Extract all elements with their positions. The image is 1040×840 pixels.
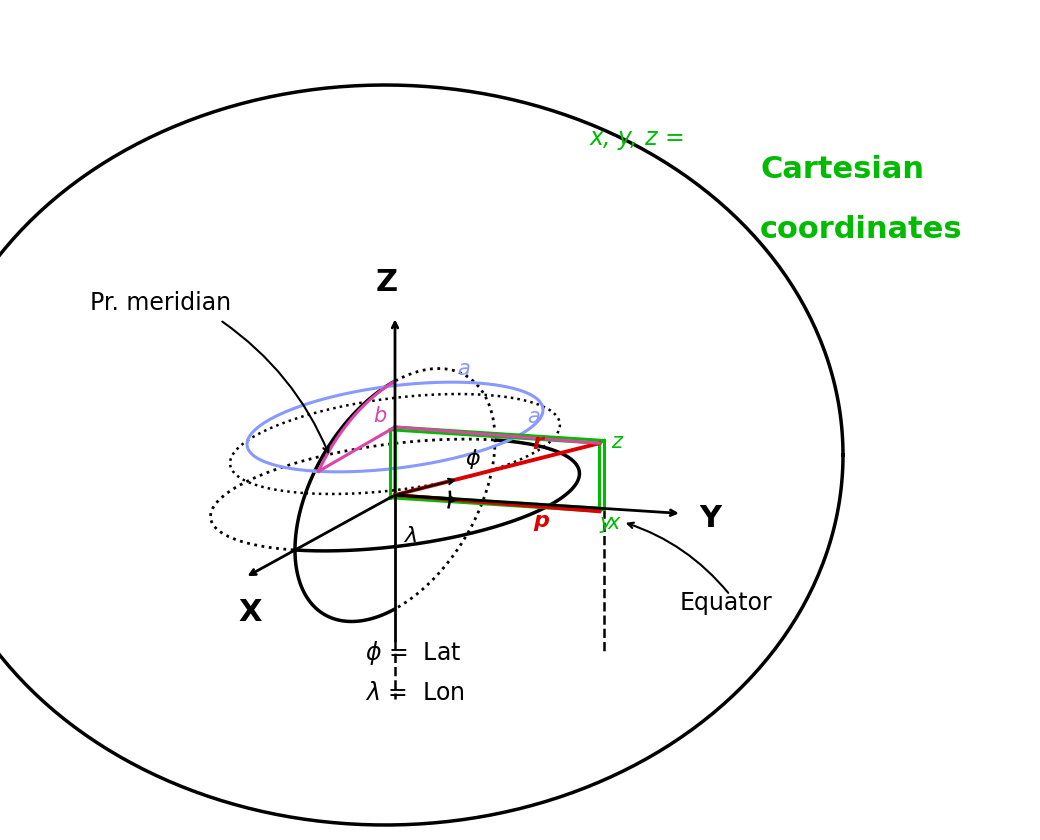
Text: $\lambda$ =  Lon: $\lambda$ = Lon: [365, 681, 465, 705]
Text: y: y: [599, 512, 612, 533]
Text: $\phi$: $\phi$: [465, 447, 480, 471]
Text: r: r: [532, 433, 544, 453]
Text: x, y, z =: x, y, z =: [590, 126, 685, 150]
Text: p: p: [534, 512, 549, 531]
Text: Cartesian: Cartesian: [760, 155, 924, 184]
Text: a: a: [527, 407, 540, 427]
Text: z: z: [612, 433, 622, 452]
Text: X: X: [238, 597, 262, 627]
Text: Pr. meridian: Pr. meridian: [90, 291, 231, 315]
Text: coordinates: coordinates: [760, 215, 963, 244]
Text: b: b: [373, 406, 386, 426]
Text: x: x: [607, 513, 620, 533]
Text: a: a: [458, 359, 470, 379]
Text: $\phi$ =  Lat: $\phi$ = Lat: [365, 639, 462, 667]
Text: $\lambda$: $\lambda$: [404, 527, 418, 546]
Text: Equator: Equator: [680, 591, 773, 615]
Text: Y: Y: [700, 504, 722, 533]
Text: Z: Z: [375, 267, 398, 297]
